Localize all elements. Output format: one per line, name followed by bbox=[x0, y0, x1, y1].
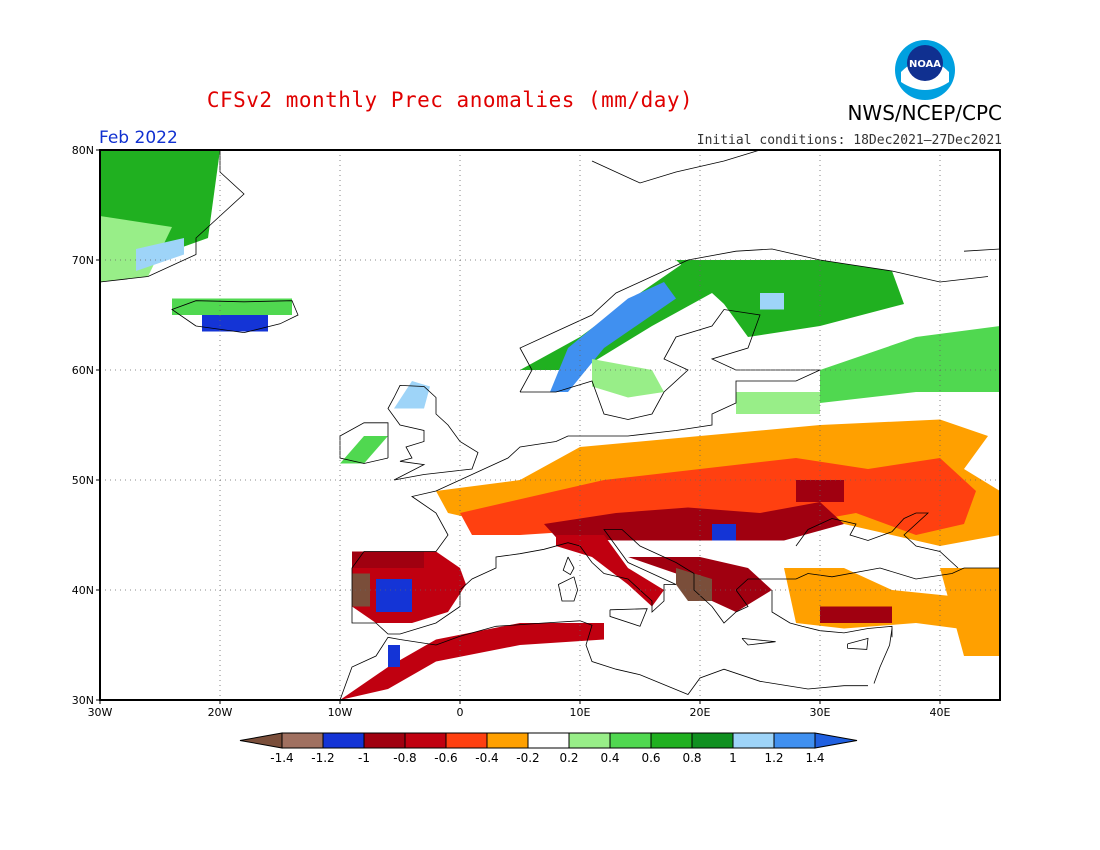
anomaly-fill-layer bbox=[100, 150, 1000, 700]
colorbar-swatch bbox=[568, 732, 611, 749]
anomaly-norway-blue bbox=[550, 282, 676, 392]
anomaly-ireland-green bbox=[340, 436, 388, 464]
coast-baltic bbox=[520, 309, 821, 437]
gridlines-layer bbox=[100, 150, 1000, 700]
colorbar-swatch bbox=[281, 732, 324, 749]
colorbar-swatch bbox=[691, 732, 734, 749]
coast-svalbard bbox=[591, 150, 761, 184]
tick-label-lat: 80N bbox=[72, 144, 94, 157]
colorbar-label: 0.2 bbox=[559, 751, 578, 765]
tick-label-lat: 70N bbox=[72, 254, 94, 267]
colorbar-label: -0.6 bbox=[434, 751, 457, 765]
anomaly-scotland-blue bbox=[394, 381, 430, 409]
anomaly-central-red bbox=[460, 458, 976, 535]
anomaly-iberia-blue bbox=[376, 579, 412, 612]
colorbar-swatch bbox=[486, 732, 529, 749]
colorbar-swatch bbox=[527, 732, 570, 749]
colorbar-swatch bbox=[445, 732, 488, 749]
logo-text: NOAA bbox=[909, 59, 941, 70]
tick-label-lon: 0 bbox=[457, 706, 464, 719]
tick-label-lon: 20W bbox=[208, 706, 233, 719]
map-frame bbox=[99, 149, 1001, 701]
coast-westeurope bbox=[351, 435, 1000, 635]
colorbar-label: 0.6 bbox=[641, 751, 660, 765]
colorbar-label: -1 bbox=[358, 751, 370, 765]
colorbar-label: 0.4 bbox=[600, 751, 619, 765]
initial-conditions: Initial conditions: 18Dec2021–27Dec2021 bbox=[696, 133, 1002, 148]
coast-britain bbox=[387, 384, 479, 481]
tick-label-lon: 10W bbox=[328, 706, 353, 719]
colorbar-label: -0.4 bbox=[475, 751, 498, 765]
anomaly-finland-north-green bbox=[676, 260, 904, 337]
colorbar-swatch bbox=[322, 732, 365, 749]
anomaly-sweden-light bbox=[592, 359, 664, 398]
colorbar-swatch bbox=[363, 732, 406, 749]
coast-scandinavia bbox=[519, 248, 989, 393]
colorbar-arrow-low bbox=[239, 732, 283, 749]
colorbar-label: 0.8 bbox=[682, 751, 701, 765]
colorbar-swatch bbox=[732, 732, 775, 749]
anomaly-serbia-blue bbox=[712, 524, 736, 541]
tick-label-lat: 30N bbox=[72, 694, 94, 707]
colorbar-swatch bbox=[650, 732, 693, 749]
colorbar-swatch bbox=[609, 732, 652, 749]
noaa-logo-icon: NOAA bbox=[895, 40, 955, 100]
agency-label: NWS/NCEP/CPC bbox=[847, 101, 1002, 125]
coast-corsica bbox=[562, 556, 575, 576]
anomaly-turkey-darkred bbox=[820, 606, 892, 623]
coast-sardinia bbox=[557, 576, 579, 602]
tick-label-lat: 60N bbox=[72, 364, 94, 377]
coast-sicily bbox=[609, 608, 648, 627]
anomaly-finland-blue bbox=[760, 293, 784, 310]
axis-ticks-layer: 30W 20W 10W 0 10E 20E 30E 40E 30N 40N 50N 60N 70N 80N bbox=[72, 144, 951, 719]
coastline-layer bbox=[100, 150, 1000, 700]
tick-label-lon: 20E bbox=[690, 706, 711, 719]
anomaly-italy-red bbox=[556, 535, 664, 607]
forecast-month: Feb 2022 bbox=[99, 128, 178, 148]
coast-blacksea-north bbox=[795, 512, 959, 569]
tick-label-lat: 50N bbox=[72, 474, 94, 487]
coast-greenland bbox=[100, 150, 245, 283]
anomaly-russia-green bbox=[820, 326, 1000, 403]
colorbar-label: 1.4 bbox=[805, 751, 824, 765]
anomaly-iceland-blue bbox=[202, 315, 268, 332]
coast-ireland bbox=[339, 422, 389, 464]
coast-iceland bbox=[171, 300, 299, 334]
coast-northafrica bbox=[339, 620, 868, 700]
colorbar-swatch bbox=[773, 732, 816, 749]
tick-label-lon: 10E bbox=[570, 706, 591, 719]
anomaly-greenland-blue bbox=[136, 238, 184, 271]
tick-label-lat: 40N bbox=[72, 584, 94, 597]
tick-label-lon: 30W bbox=[88, 706, 113, 719]
anomaly-central-darkred bbox=[544, 502, 844, 541]
chart-title: CFSv2 monthly Prec anomalies (mm/day) bbox=[206, 88, 694, 112]
coast-novaya bbox=[963, 248, 1000, 252]
colorbar-arrow-high bbox=[814, 732, 858, 749]
anomaly-morocco-blue bbox=[388, 645, 400, 667]
colorbar-swatch bbox=[404, 732, 447, 749]
colorbar-label: 1 bbox=[729, 751, 737, 765]
colorbar-label: -0.2 bbox=[516, 751, 539, 765]
anomaly-iceland-green bbox=[172, 298, 292, 315]
tick-label-lon: 30E bbox=[810, 706, 831, 719]
colorbar-label: -0.8 bbox=[393, 751, 416, 765]
coast-levant bbox=[873, 628, 893, 684]
tick-label-lon: 40E bbox=[930, 706, 951, 719]
colorbar-label: -1.2 bbox=[311, 751, 334, 765]
anomaly-iberia-darkred bbox=[352, 551, 424, 568]
coast-cyprus bbox=[847, 637, 869, 650]
colorbar-label: -1.4 bbox=[270, 751, 293, 765]
anomaly-morocco-red bbox=[340, 623, 604, 700]
anomaly-baltic-light bbox=[736, 392, 820, 414]
coast-crete bbox=[741, 638, 776, 646]
colorbar-label: 1.2 bbox=[764, 751, 783, 765]
